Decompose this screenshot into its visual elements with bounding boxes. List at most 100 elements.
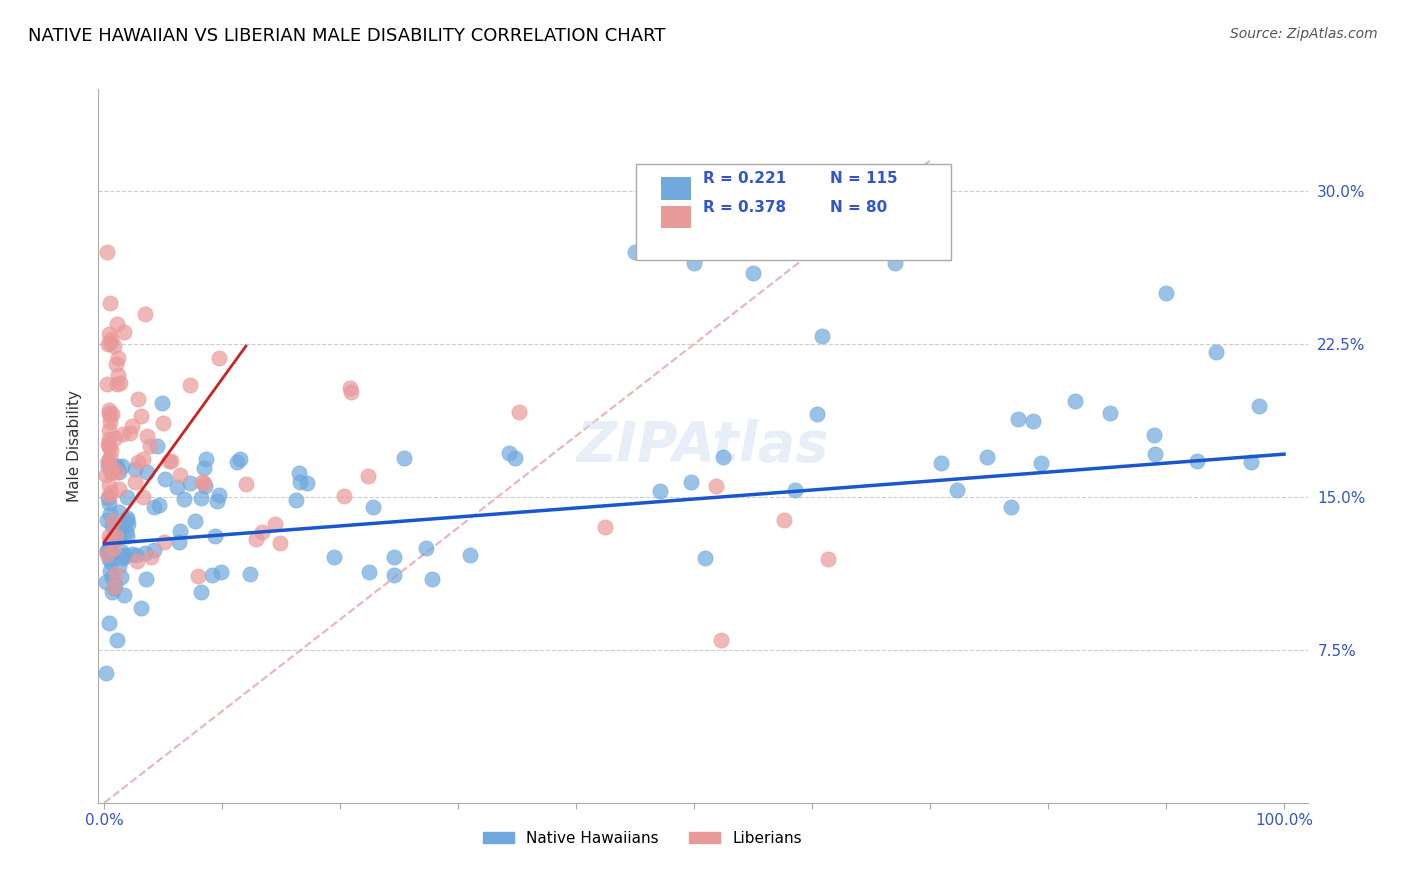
Point (105, 376, 128, 391)
Point (772, 513, 794, 527)
Point (98, 546, 121, 560)
Point (179, 476, 201, 491)
Point (115, 490, 138, 504)
Point (117, 517, 139, 532)
Point (711, 450, 734, 464)
Point (100, 332, 122, 346)
Point (127, 455, 149, 469)
Point (593, 520, 616, 534)
Point (356, 468, 378, 483)
Point (160, 454, 183, 468)
Point (683, 255, 706, 269)
Point (96, 245, 118, 260)
Point (98, 409, 121, 423)
Point (115, 513, 138, 527)
Point (96, 543, 118, 558)
Point (322, 550, 344, 565)
Point (340, 385, 363, 400)
Point (114, 548, 136, 562)
Point (97, 432, 120, 446)
Point (339, 381, 361, 395)
Point (104, 524, 127, 539)
Point (284, 492, 307, 507)
Point (96, 543, 118, 558)
Point (415, 541, 437, 556)
Point (101, 514, 124, 528)
Point (195, 452, 218, 467)
Text: N = 80: N = 80 (830, 200, 887, 215)
Point (101, 584, 124, 599)
Point (107, 505, 129, 519)
Point (1143, 428, 1166, 442)
Point (112, 588, 135, 602)
Point (204, 529, 226, 543)
Point (104, 459, 127, 474)
Point (98, 403, 121, 417)
Point (929, 456, 952, 470)
Point (710, 633, 733, 648)
Point (105, 529, 128, 543)
Point (105, 458, 128, 473)
Point (1021, 414, 1043, 428)
Point (817, 552, 839, 566)
Point (115, 524, 138, 539)
Point (97, 406, 120, 420)
Point (112, 325, 135, 339)
Point (681, 475, 703, 490)
Point (150, 396, 173, 410)
Point (98, 415, 121, 429)
Point (503, 450, 526, 465)
Point (118, 426, 141, 441)
Point (209, 565, 232, 579)
Point (946, 483, 969, 498)
Point (98, 539, 121, 553)
Point (101, 519, 124, 533)
Point (183, 514, 205, 528)
Point (458, 548, 481, 562)
Point (648, 484, 671, 499)
Point (105, 317, 128, 331)
Text: ZIPAtlas: ZIPAtlas (576, 419, 830, 473)
Point (98, 423, 121, 437)
Point (139, 549, 162, 564)
Point (1007, 412, 1029, 426)
Point (121, 419, 143, 434)
Point (382, 567, 405, 582)
Point (104, 578, 127, 592)
Point (806, 408, 828, 422)
Point (112, 549, 135, 564)
Point (208, 488, 231, 502)
Point (508, 405, 530, 419)
Point (169, 468, 191, 483)
Legend: Native Hawaiians, Liberians: Native Hawaiians, Liberians (477, 825, 808, 852)
Point (97, 458, 120, 473)
Point (152, 535, 174, 549)
Point (104, 529, 127, 543)
Point (190, 491, 212, 505)
Point (269, 536, 291, 550)
Point (624, 245, 647, 260)
Point (135, 572, 157, 586)
Point (250, 524, 273, 539)
Point (100, 555, 122, 569)
Point (98, 528, 121, 542)
Point (98, 564, 121, 578)
Point (100, 464, 122, 478)
Point (100, 466, 122, 480)
Point (205, 493, 228, 508)
Point (101, 458, 124, 473)
Point (97, 615, 120, 630)
FancyBboxPatch shape (637, 164, 950, 260)
Point (97, 440, 120, 454)
Point (103, 516, 125, 531)
Point (98, 336, 121, 351)
Point (239, 566, 262, 581)
Point (131, 452, 153, 467)
Point (101, 569, 124, 583)
Point (1031, 456, 1053, 470)
Point (135, 465, 157, 479)
Point (98, 533, 121, 548)
Point (359, 566, 381, 580)
Text: Source: ZipAtlas.com: Source: ZipAtlas.com (1230, 27, 1378, 41)
Point (153, 472, 176, 486)
